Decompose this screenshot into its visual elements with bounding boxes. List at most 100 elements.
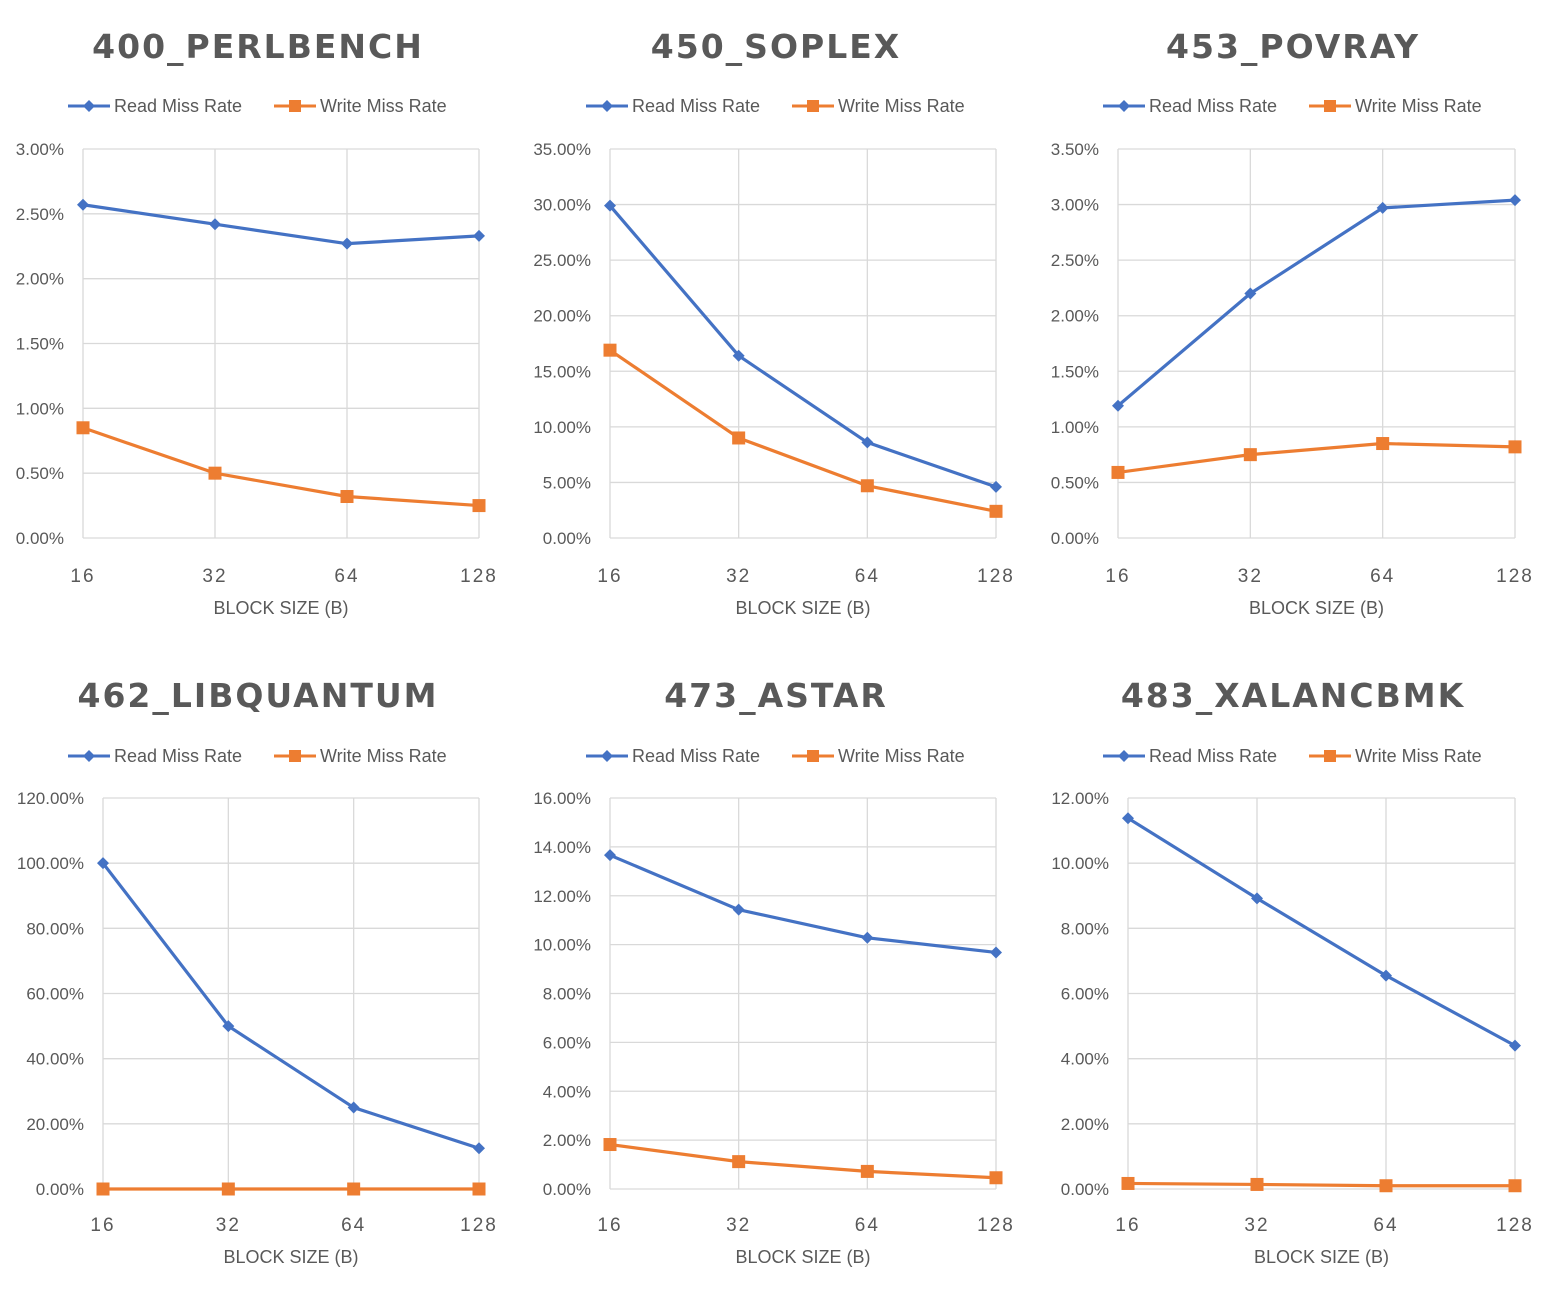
y-tick-label: 16.00% [533, 789, 591, 808]
y-tick-label: 0.00% [36, 1180, 84, 1199]
chart-title: 450_SOPLEX [651, 27, 901, 66]
chart-panel-4: 462_LIBQUANTUM Read Miss Rate Write Miss R… [17, 676, 498, 1267]
legend-item: Write Miss Rate [792, 96, 965, 116]
data-point-diamond [732, 349, 745, 362]
x-axis-title: BLOCK SIZE (B) [1249, 598, 1384, 618]
data-point-square [221, 1182, 235, 1196]
data-point-square [1379, 1179, 1393, 1193]
y-tick-label: 60.00% [26, 985, 84, 1004]
y-tick-label: 2.50% [16, 205, 64, 224]
data-point-square [732, 431, 746, 445]
legend-diamond-marker [1118, 750, 1130, 762]
y-tick-label: 80.00% [26, 919, 84, 938]
legend-square-marker [807, 100, 819, 112]
chart-title: 400_PERLBENCH [92, 27, 424, 66]
y-tick-label: 10.00% [533, 936, 591, 955]
x-tick-label: 32 [202, 566, 227, 587]
data-point-diamond [222, 1020, 235, 1033]
y-tick-label: 100.00% [17, 854, 84, 873]
x-tick-label: 64 [855, 1215, 880, 1236]
gridlines [102, 797, 480, 1190]
x-tick-label: 64 [334, 566, 359, 587]
data-point-square [1111, 465, 1125, 479]
data-point-square [1121, 1176, 1135, 1190]
legend-diamond-marker [601, 750, 613, 762]
series-line [101, 862, 480, 1150]
legend-label: Read Miss Rate [632, 96, 760, 116]
chart-panel-6: 483_XALANCBMK Read Miss Rate Write Miss Ra… [1051, 676, 1532, 1267]
data-point-square [860, 479, 874, 493]
data-point-square [208, 466, 222, 480]
legend-label: Write Miss Rate [320, 746, 447, 766]
y-tick-label: 12.00% [533, 887, 591, 906]
gridlines [82, 148, 480, 539]
data-point-diamond [990, 946, 1002, 959]
series-write-miss-rate [76, 421, 486, 513]
y-tick-label: 6.00% [1061, 985, 1109, 1004]
data-point-diamond [604, 199, 616, 212]
legend-label: Write Miss Rate [1355, 746, 1482, 766]
series-line [1127, 816, 1516, 1048]
data-point-square [1376, 437, 1390, 451]
legend-label: Write Miss Rate [838, 746, 965, 766]
x-tick-label: 64 [1373, 1215, 1398, 1236]
x-axis-title: BLOCK SIZE (B) [735, 598, 870, 618]
series-write-miss-rate [603, 343, 1003, 518]
data-point-square [1243, 448, 1257, 462]
y-tick-label: 1.50% [16, 335, 64, 354]
data-point-square [472, 1182, 486, 1196]
legend-diamond-marker [83, 100, 95, 112]
legend-square-marker [807, 750, 819, 762]
x-tick-label: 16 [597, 566, 622, 587]
gridlines [609, 797, 997, 1190]
data-point-square [1508, 440, 1522, 454]
data-point-square [989, 504, 1003, 518]
legend-label: Write Miss Rate [1355, 96, 1482, 116]
x-tick-label: 128 [1496, 566, 1534, 587]
chart-title: 453_POVRAY [1166, 27, 1420, 66]
data-point-diamond [77, 198, 89, 211]
legend-label: Write Miss Rate [838, 96, 965, 116]
y-tick-label: 3.00% [16, 140, 64, 159]
series-read-miss-rate [1122, 812, 1521, 1052]
data-point-diamond [1509, 194, 1521, 207]
legend-item: Read Miss Rate [68, 746, 242, 766]
y-tick-label: 2.00% [543, 1131, 591, 1150]
y-tick-label: 20.00% [533, 307, 591, 326]
y-tick-label: 2.00% [16, 270, 64, 289]
y-tick-label: 2.00% [1061, 1115, 1109, 1134]
legend-square-marker [289, 750, 301, 762]
data-point-square [860, 1164, 874, 1178]
y-tick-label: 5.00% [543, 473, 591, 492]
legend-diamond-marker [1118, 100, 1130, 112]
y-tick-label: 8.00% [1061, 919, 1109, 938]
legend-item: Write Miss Rate [1309, 746, 1482, 766]
y-tick-label: 2.00% [1051, 307, 1099, 326]
data-point-diamond [473, 229, 485, 242]
x-tick-label: 16 [90, 1215, 115, 1236]
x-axis-title: BLOCK SIZE (B) [223, 1247, 358, 1267]
x-tick-label: 64 [1370, 566, 1395, 587]
legend-square-marker [289, 100, 301, 112]
x-tick-label: 64 [341, 1215, 366, 1236]
series-read-miss-rate [604, 849, 1002, 959]
data-point-diamond [1112, 399, 1124, 412]
y-tick-label: 12.00% [1051, 789, 1109, 808]
data-point-diamond [1380, 969, 1392, 982]
legend: Read Miss Rate Write Miss Rate [68, 96, 447, 116]
data-point-square [1250, 1177, 1264, 1191]
chart-panel-5: 473_ASTAR Read Miss Rate Write Miss Rate 0.… [533, 676, 1013, 1267]
y-tick-label: 8.00% [543, 985, 591, 1004]
legend-square-marker [1324, 100, 1336, 112]
legend-item: Read Miss Rate [1103, 746, 1277, 766]
x-tick-label: 16 [1115, 1215, 1140, 1236]
series-write-miss-rate [96, 1182, 486, 1196]
x-axis-title: BLOCK SIZE (B) [213, 598, 348, 618]
gridlines [609, 148, 997, 539]
data-point-square [989, 1171, 1003, 1185]
series-write-miss-rate [1111, 437, 1522, 479]
x-axis-title: BLOCK SIZE (B) [735, 1247, 870, 1267]
y-tick-label: 1.50% [1051, 362, 1099, 381]
x-tick-label: 128 [460, 1215, 498, 1236]
